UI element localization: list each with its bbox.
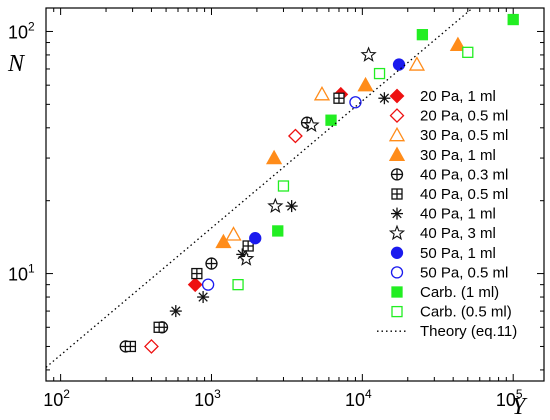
y-tick-label: 101 [8,262,35,285]
data-point [416,29,429,41]
series-2 [225,56,426,241]
legend: 20 Pa, 1 ml 20 Pa, 0.5 ml 30 Pa, 0.5 ml 30 … [377,88,517,340]
legend-marker [391,207,403,220]
series-1 [144,128,303,354]
legend-label: 40 Pa, 3 ml [420,225,496,242]
legend-item: 40 Pa, 0.3 ml [390,166,508,183]
legend-label: 40 Pa, 0.5 ml [420,186,508,203]
x-tick-label: 104 [345,387,372,410]
legend-label: 50 Pa, 0.5 ml [420,264,508,281]
data-point [169,305,182,318]
legend-label: Carb. (0.5 ml) [420,304,512,321]
data-point [201,278,215,291]
data-point [187,277,203,293]
data-point [267,197,284,213]
data-point [265,149,283,165]
data-point [215,233,232,249]
data-point [249,232,262,245]
legend-label: 30 Pa, 0.5 ml [420,127,508,144]
legend-label: 20 Pa, 1 ml [420,88,496,105]
data-point [232,279,244,291]
data-point [277,180,290,192]
series-10 [272,13,519,237]
data-point [373,67,386,80]
plot-area [45,7,545,382]
data-point [287,128,303,144]
legend-item: Theory (eq.11) [377,323,517,340]
legend-item: 30 Pa, 0.5 ml [388,126,508,144]
legend-marker [390,168,404,181]
legend-marker [389,88,405,104]
legend-marker [391,188,403,200]
legend-label: 40 Pa, 1 ml [420,206,496,223]
legend-item: 40 Pa, 1 ml [391,206,496,223]
data-point [408,56,426,71]
legend-marker [388,224,406,241]
data-point [449,36,467,52]
legend-marker [388,146,406,161]
data-point [225,226,242,241]
data-point [124,340,137,353]
data-point [303,116,320,133]
legend-item: Carb. (0.5 ml) [391,304,512,321]
legend-item: 20 Pa, 0.5 ml [389,108,508,125]
legend-marker [389,108,405,124]
series-layer [46,8,519,368]
series-11 [232,46,474,291]
data-point [378,92,391,105]
legend-item: 50 Pa, 1 ml [390,245,496,262]
x-axis-title: Y [512,394,528,420]
x-tick-label: 103 [194,387,221,410]
legend-marker [390,266,404,279]
series-9 [201,96,362,291]
legend-item: 40 Pa, 3 ml [388,224,496,242]
series-7 [238,46,377,266]
data-point [325,114,337,126]
legend-item: Carb. (1 ml) [391,284,499,301]
data-point [238,250,255,266]
data-point [507,13,519,26]
legend-label: 30 Pa, 1 ml [420,147,496,164]
legend-item: 30 Pa, 1 ml [388,146,496,164]
legend-label: 20 Pa, 0.5 ml [420,108,508,125]
data-point [357,76,374,92]
legend-label: 50 Pa, 1 ml [420,245,496,262]
data-point [285,200,298,213]
legend-item: 20 Pa, 1 ml [389,88,496,105]
legend-marker [388,126,406,142]
data-point [349,96,362,109]
series-3 [215,36,467,249]
data-point [272,225,284,237]
data-point [153,321,165,333]
data-point [333,92,345,104]
series-8 [249,58,406,245]
legend-label: Theory (eq.11) [420,323,517,340]
x-tick-label: 102 [43,387,70,410]
data-point [144,339,159,354]
data-point [462,46,474,58]
legend-marker [391,305,403,318]
legend-item: 50 Pa, 0.5 ml [390,264,508,281]
data-point [242,240,254,252]
legend-label: Carb. (1 ml) [420,284,499,301]
legend-marker [391,286,403,298]
series-5 [124,92,345,353]
data-point [205,257,218,270]
data-point [360,46,377,62]
data-point [313,85,331,101]
legend-item: 40 Pa, 0.5 ml [391,186,508,203]
y-axis-title: N [7,51,26,77]
legend-label: 40 Pa, 0.3 ml [420,166,508,183]
x-axis: 102 103 104 105 [43,8,523,410]
y-tick-label: 102 [8,19,35,42]
legend-marker [390,246,404,259]
data-point [191,267,203,280]
data-point [197,291,210,304]
data-point [392,58,406,71]
